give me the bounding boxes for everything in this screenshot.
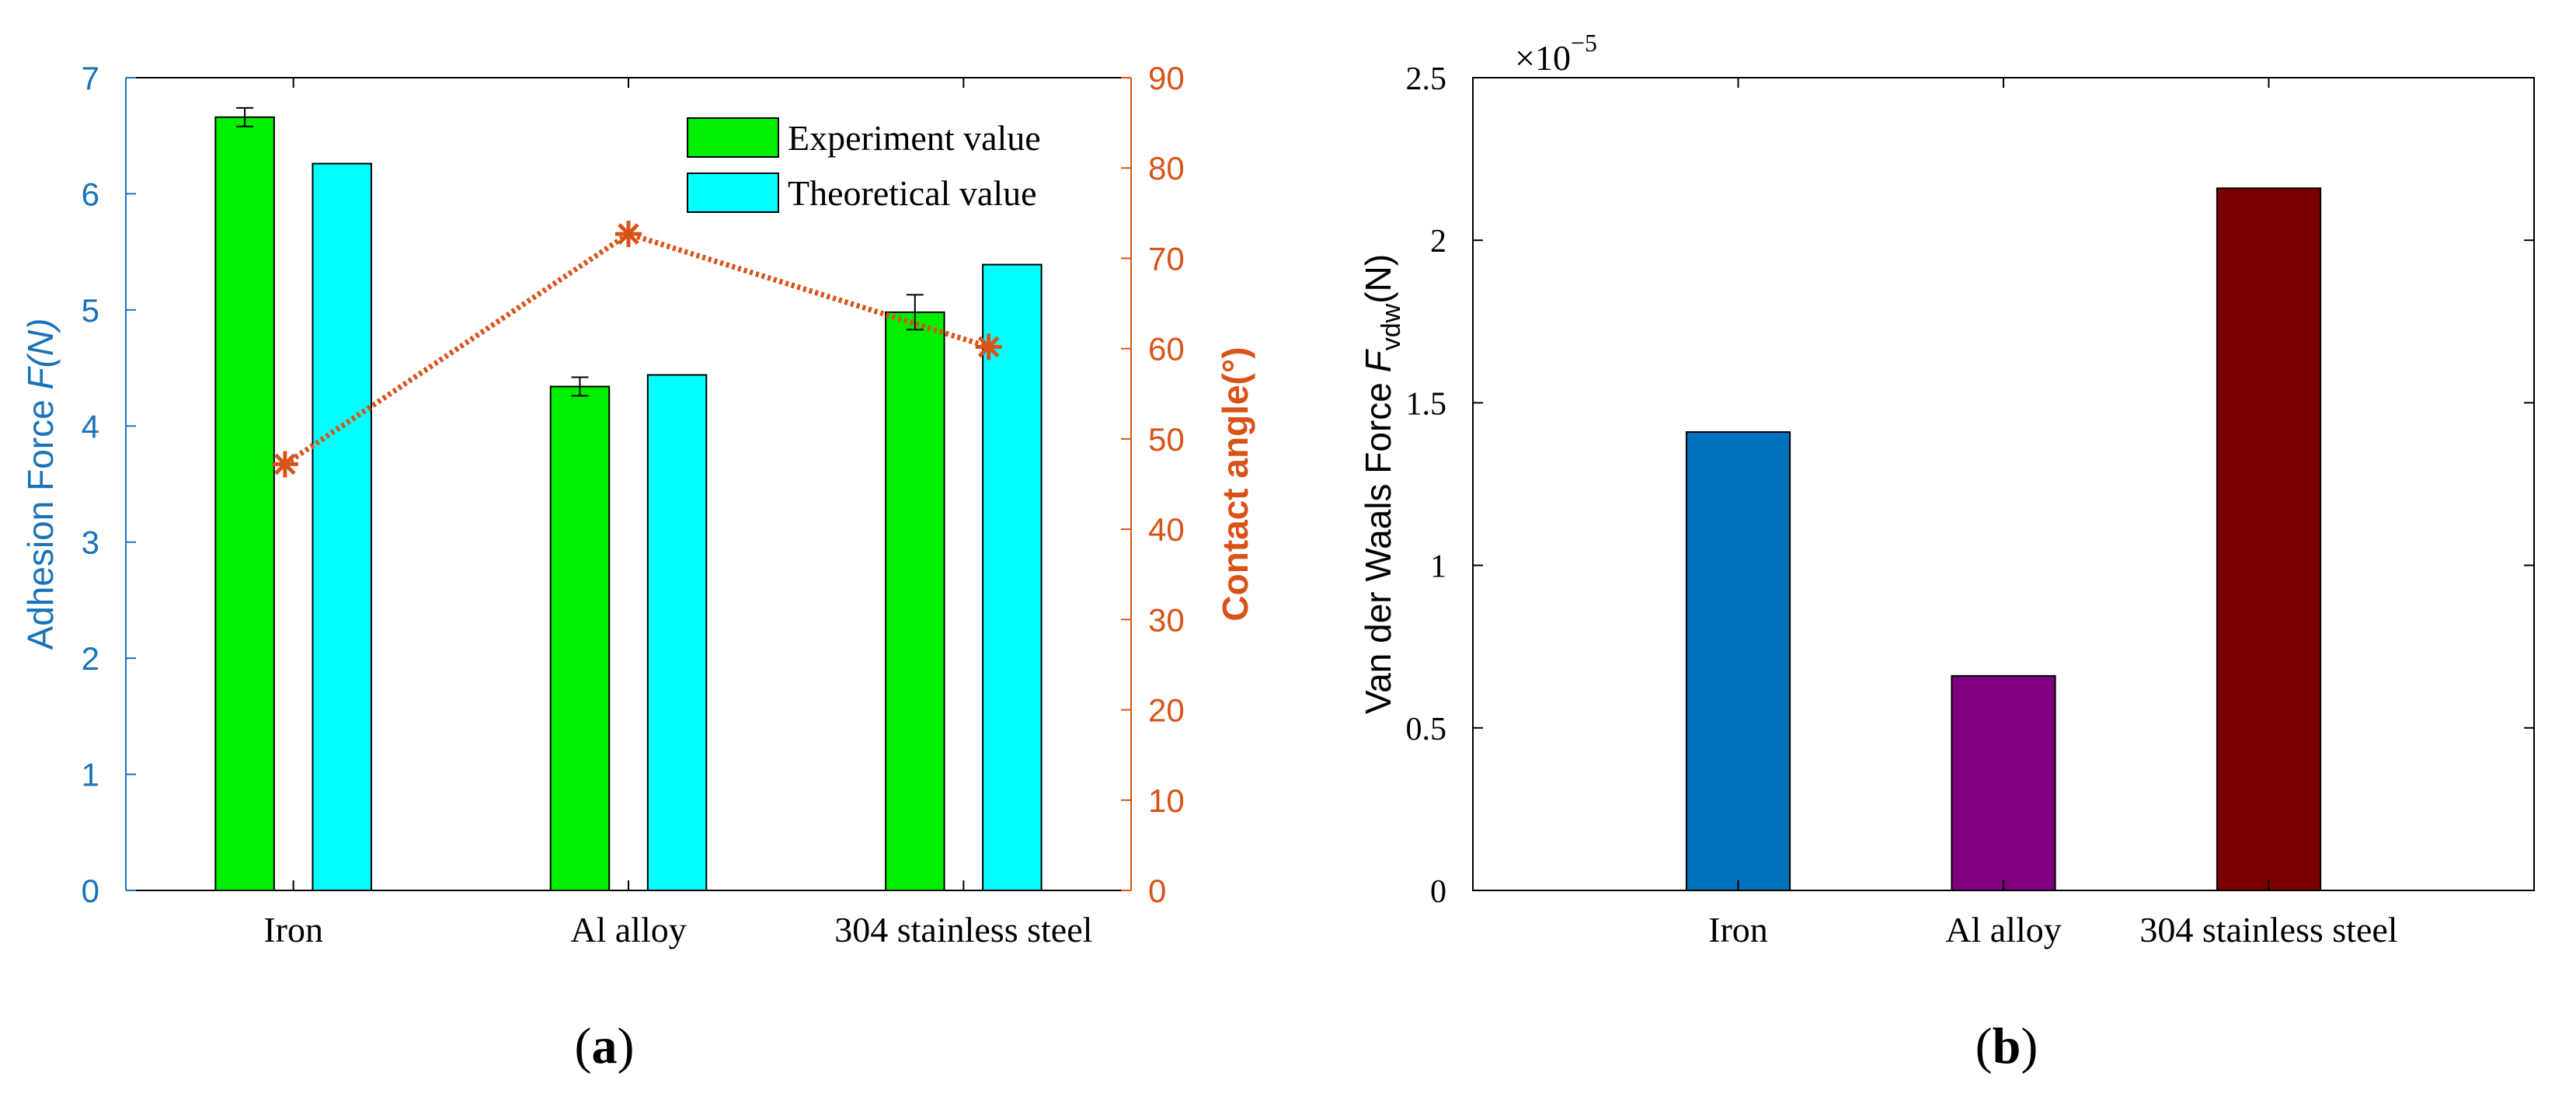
legend-swatch-theoretical (687, 172, 779, 213)
panel-b-caption-letter: b (1993, 1018, 2021, 1075)
panel-b-category-labels: Iron Al alloy 304 stainless steel (1708, 910, 2397, 949)
panel-b-caption: (b) (1976, 1018, 2038, 1075)
legend-label-experiment: Experiment value (788, 118, 1041, 158)
left-y-tick-label: 4 (82, 408, 99, 444)
panel-a-left-tick-labels: 0 1 2 3 4 5 6 7 (82, 60, 99, 909)
panel-b-y-axis-label-symbol: F (1358, 348, 1398, 372)
bar-theoretical (312, 162, 372, 891)
marker-stroke (274, 453, 296, 476)
contact-angle-marker (975, 333, 1002, 361)
category-label: Al alloy (570, 910, 686, 949)
y-tick-label: 1 (1430, 549, 1446, 585)
panel-b-y-axis-label-subscript: vdw (1377, 303, 1406, 350)
left-y-tick-label: 6 (82, 176, 99, 212)
panel-a-left-axis-label: Adhesion Force F(N) (20, 319, 61, 650)
panel-b-exponent: ×10−5 (1515, 29, 1597, 78)
left-y-tick-label: 2 (82, 640, 99, 677)
right-y-tick-label: 20 (1148, 692, 1185, 729)
left-y-tick-label: 0 (82, 873, 99, 909)
left-y-tick-label: 7 (82, 60, 99, 96)
right-y-tick-label: 90 (1148, 60, 1185, 96)
category-label: Iron (263, 910, 323, 949)
marker-stroke (977, 336, 1000, 358)
panel-a-caption: (a) (575, 1018, 635, 1075)
y-tick-label: 2.5 (1406, 61, 1447, 97)
panel-a-category-labels: Iron Al alloy 304 stainless steel (263, 910, 1092, 949)
bar-theoretical (982, 263, 1043, 891)
legend-swatch-experiment (687, 117, 779, 158)
right-y-tick-label: 30 (1148, 601, 1185, 638)
bar-304-stainless-steel (2216, 187, 2322, 892)
bar-experiment (885, 311, 945, 891)
y-tick-label: 2 (1430, 224, 1446, 260)
panel-a-plot-area (126, 78, 1131, 890)
panel-b-bars (1685, 187, 2322, 892)
panel-b-axes (1472, 77, 2535, 891)
panel-a-right-axis-label: Contact angle(°) (1215, 347, 1255, 621)
bar-theoretical (646, 374, 708, 891)
category-label: Iron (1708, 910, 1768, 949)
right-y-tick-label: 0 (1148, 873, 1166, 909)
bar-al-alloy (1951, 674, 2056, 892)
contact-angle-marker (271, 451, 298, 478)
panel-a-axes (125, 77, 1132, 891)
panel-a-right-tick-labels: 0 10 20 30 40 50 60 70 80 90 (1148, 60, 1185, 909)
panel-b-y-axis-label-unit: (N) (1358, 254, 1398, 304)
panel-b-tick-labels: 0 0.5 1 1.5 2 2.5 (1406, 61, 1447, 910)
panel-a-legend: Experiment value Theoretical value (687, 117, 1041, 213)
panel-b-frame (1472, 77, 2535, 891)
category-label: 304 stainless steel (2139, 910, 2397, 949)
panel-a-error-bars (236, 106, 924, 397)
panel-b-y-axis-label: Van der Waals Force Fvdw(N) (1358, 254, 1406, 714)
y-tick-label: 1.5 (1406, 386, 1447, 422)
contact-angle-marker (615, 221, 642, 248)
panel-b: 0 0.5 1 1.5 2 2.5 Iron Al alloy 304 stainless s… (1358, 29, 2535, 1075)
panel-a: 0 1 2 3 4 5 6 7 0 10 20 30 40 50 60 70 80 90 Iron Al allo… (20, 60, 1255, 1075)
panel-b-y-axis-label-main: Van der Waals Force (1358, 372, 1398, 714)
panel-a-caption-letter: a (592, 1018, 618, 1075)
panel-a-left-axis-label-main: Adhesion Force (20, 390, 61, 650)
panel-b-exponent-base: ×10 (1515, 38, 1571, 78)
panel-a-bars (214, 116, 1043, 892)
panel-b-exponent-power: −5 (1571, 29, 1597, 57)
right-y-tick-label: 60 (1148, 331, 1185, 368)
legend-label-theoretical: Theoretical value (788, 173, 1037, 213)
bar-experiment (549, 385, 611, 892)
bar-iron (1685, 431, 1791, 891)
category-label: 304 stainless steel (834, 910, 1092, 949)
panel-a-left-axis-label-italic: F(N) (20, 319, 61, 390)
bar-experiment (214, 116, 275, 891)
y-tick-label: 0 (1430, 874, 1446, 910)
right-y-tick-label: 70 (1148, 240, 1185, 277)
panel-a-contact-angle-series (271, 221, 1002, 478)
left-y-tick-label: 1 (82, 757, 99, 793)
right-y-tick-label: 50 (1148, 421, 1185, 458)
marker-stroke (618, 223, 639, 245)
left-y-tick-label: 3 (82, 524, 99, 561)
category-label: Al alloy (1945, 910, 2061, 949)
contact-angle-line (283, 231, 990, 467)
y-tick-label: 0.5 (1406, 712, 1447, 747)
right-y-tick-label: 40 (1148, 511, 1185, 548)
right-y-tick-label: 10 (1148, 782, 1185, 819)
left-y-tick-label: 5 (82, 292, 99, 329)
right-y-tick-label: 80 (1148, 150, 1185, 186)
